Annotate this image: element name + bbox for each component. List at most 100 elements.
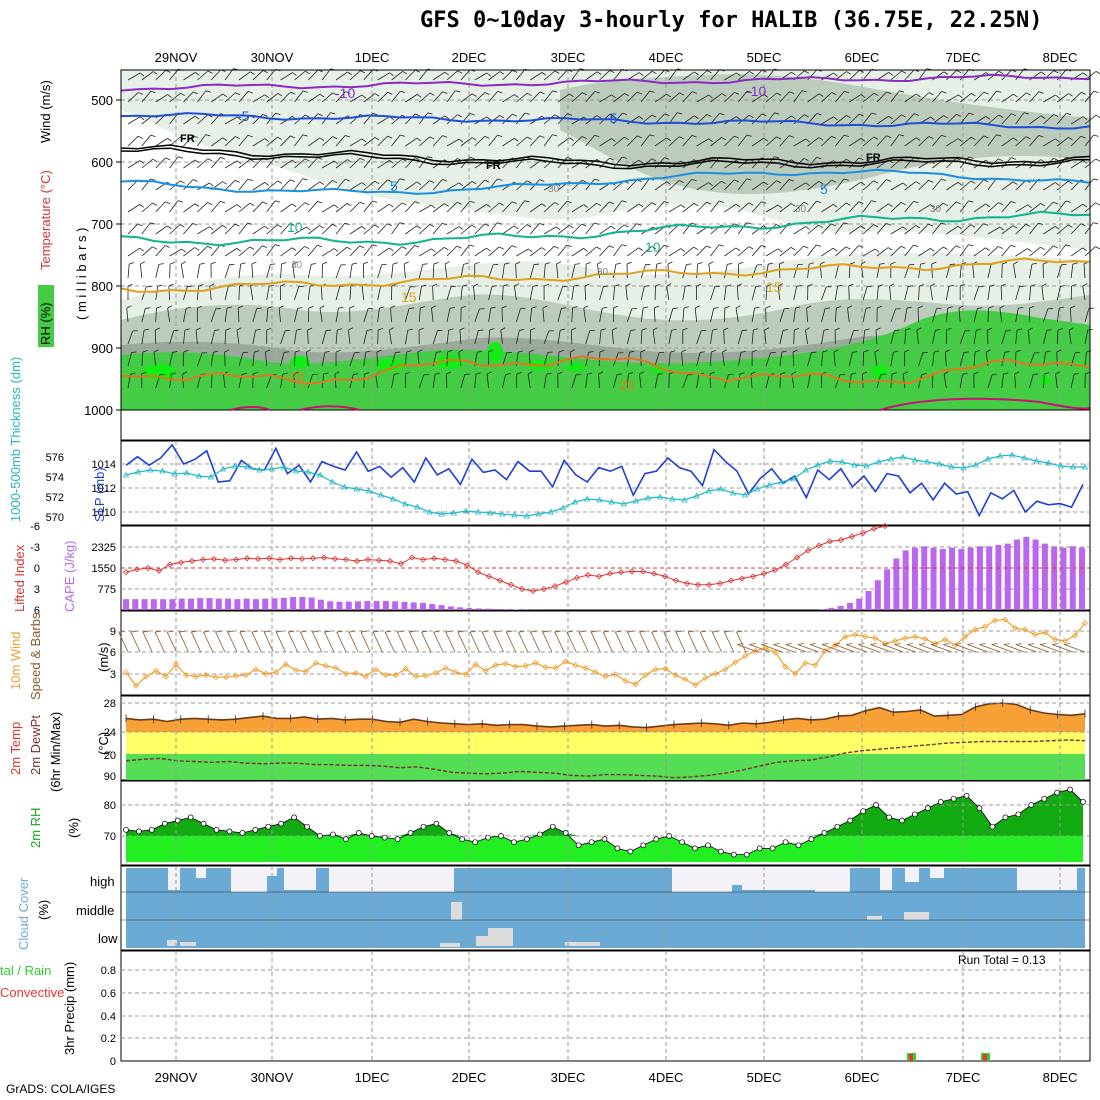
wind-barb-flag — [262, 70, 268, 73]
wind10-barb-flag — [834, 643, 841, 645]
rh2m-tick-label: 70 — [104, 831, 116, 843]
wind-barb-flag — [513, 138, 519, 142]
wind-barb — [280, 179, 291, 191]
wind-barb-flag — [919, 284, 925, 287]
wind-barb-flag — [1053, 157, 1059, 161]
wind-barb-flag — [444, 203, 449, 207]
wind10-barb-flag — [397, 630, 404, 633]
cape-bar — [373, 601, 380, 610]
date-label-bottom: 3DEC — [551, 1070, 586, 1085]
wind-barb — [1084, 134, 1094, 147]
wind-barb — [904, 308, 908, 323]
wind-barb — [779, 203, 792, 213]
wind-barb-flag — [172, 351, 178, 353]
wind-barb-flag — [956, 157, 961, 161]
wind10-barb-flag — [591, 630, 598, 633]
wind-barb-flag — [1023, 112, 1029, 115]
wind-barb-flag — [977, 307, 983, 309]
wind-barb-flag — [781, 350, 787, 353]
wind-barb — [821, 204, 834, 213]
wind-barb-flag — [417, 349, 423, 353]
thickness-marker — [778, 478, 785, 485]
wind-barb — [890, 202, 902, 213]
date-label-top: 29NOV — [155, 50, 198, 65]
cape-bar — [939, 549, 946, 610]
wind-barb-flag — [621, 200, 627, 203]
wind-barb — [1043, 201, 1054, 213]
wind-barb-flag — [588, 351, 594, 353]
wind-barb — [390, 308, 392, 323]
wind-barb-flag — [740, 350, 746, 353]
wind-barb-flag — [1014, 371, 1020, 375]
wind-barb-flag — [862, 371, 868, 375]
wind-barb-flag — [894, 329, 900, 331]
cloud-panel: Cloud Cover (%) high middle low — [16, 865, 1091, 951]
wind-barb-flag — [900, 202, 906, 205]
wind-barb — [833, 352, 836, 367]
wind-barb-flag — [262, 201, 268, 205]
wind-barb-flag — [269, 284, 275, 287]
cape-bar — [1023, 536, 1030, 610]
wind-barb-flag — [277, 93, 283, 97]
wind-barb-flag — [998, 70, 1004, 75]
wind10-barb — [858, 644, 880, 653]
wind-barb-flag — [332, 180, 338, 183]
wind-barb — [1057, 137, 1069, 147]
wind-barb-flag — [1081, 91, 1086, 95]
wind-barb — [987, 90, 997, 103]
wind-barb — [793, 182, 806, 191]
wind10-barb — [287, 631, 298, 653]
wind-barb-flag — [501, 305, 507, 309]
wind-barb-flag — [539, 135, 545, 138]
wind-barb-flag — [928, 179, 934, 183]
cloud-cover-area — [126, 868, 1085, 948]
wind-barb — [527, 374, 531, 389]
date-label-bottom: 30NOV — [251, 1070, 294, 1085]
rh2m-marker — [989, 823, 996, 830]
wind10-barb — [445, 631, 456, 653]
wind-barb — [432, 91, 443, 103]
wind-barb-flag — [763, 181, 768, 186]
wind-barb — [405, 137, 418, 147]
wind-barb — [710, 244, 720, 257]
wind-barb — [294, 158, 306, 169]
wind10-barb-flag — [737, 643, 744, 645]
wind10-barb — [967, 644, 989, 653]
rh2m-upper-area — [126, 789, 1083, 836]
wind-barb — [862, 286, 868, 301]
cape-bar — [846, 602, 853, 610]
wind-barb-flag — [833, 72, 838, 77]
wind-barb — [696, 201, 707, 213]
wind-barb — [155, 138, 168, 147]
wind10-barb-flag — [530, 630, 537, 633]
date-label-top: 8DEC — [1043, 50, 1078, 65]
wind-barb — [779, 308, 785, 323]
wind-barb — [710, 286, 716, 301]
wind-barb-flag — [968, 200, 974, 203]
wind-barb — [488, 286, 493, 301]
temp-tick-label: 20 — [104, 750, 116, 762]
wind-barb — [904, 244, 914, 257]
wind-barb-flag — [274, 244, 280, 247]
wind-barb-flag — [629, 350, 635, 353]
wind-barb — [599, 138, 612, 147]
cloud-clear-patch — [815, 868, 850, 892]
wind-barb-flag — [733, 179, 739, 183]
pressure-tick-label: 500 — [91, 93, 113, 108]
wind-barb — [779, 115, 792, 125]
wind-barb-flag — [763, 94, 769, 98]
wind-barb — [835, 158, 847, 169]
cape-bar — [1079, 547, 1085, 610]
wind-barb — [973, 223, 984, 235]
wind-barb-flag — [199, 262, 205, 265]
wind-barb-flag — [816, 156, 822, 160]
wind-barb-flag — [240, 262, 246, 265]
cape-bar — [429, 604, 436, 610]
wind-barb-flag — [1082, 247, 1087, 252]
wind-barb-flag — [1059, 306, 1065, 309]
wind-barb-flag — [337, 328, 343, 331]
wind-barb — [557, 69, 568, 81]
wind10-barb-flag — [336, 630, 343, 633]
wind-speed-marker — [262, 670, 269, 677]
wind-barb — [751, 245, 762, 257]
